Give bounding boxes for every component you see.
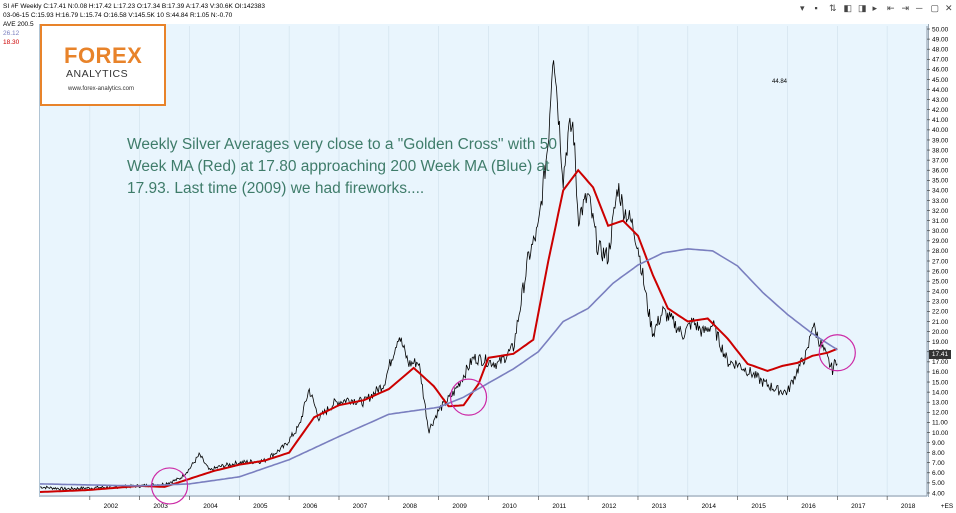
x-tick-label: 2011	[552, 503, 566, 510]
x-tick-label: 2008	[403, 503, 418, 510]
highlight-circle	[818, 334, 856, 372]
y-tick-label: 24.00	[932, 289, 949, 296]
y-tick-label: 26.00	[932, 268, 949, 275]
y-tick-label: 4.00	[932, 490, 945, 497]
x-tick-label: 2016	[801, 503, 816, 510]
x-tick-label: 2004	[203, 503, 218, 510]
y-tick-label: 7.00	[932, 460, 945, 467]
y-tick-label: 43.00	[932, 97, 949, 104]
window-button[interactable]: ▢	[930, 3, 940, 13]
ma50-legend-value: 18.30	[3, 39, 20, 46]
window-button[interactable]: ◧	[843, 3, 853, 13]
y-tick-label: 19.00	[932, 339, 949, 346]
window-button[interactable]: ✕	[945, 3, 953, 13]
logo-sub: ANALYTICS	[66, 68, 129, 80]
x-tick-label: 2006	[303, 503, 318, 510]
x-tick-label: 2002	[104, 503, 119, 510]
y-tick-label: 17.00	[932, 359, 949, 366]
plot-area[interactable]	[39, 24, 929, 497]
window-button[interactable]: ▸	[872, 3, 878, 13]
y-tick-label: 31.00	[932, 218, 949, 225]
y-tick-label: 25.00	[932, 278, 949, 285]
y-tick-label: 38.00	[932, 147, 949, 154]
y-tick-label: 14.00	[932, 389, 949, 396]
y-tick-label: 36.00	[932, 168, 949, 175]
y-tick-label: 45.00	[932, 77, 949, 84]
x-tick-label: 2014	[702, 503, 717, 510]
y-tick-label: 37.00	[932, 157, 949, 164]
y-tick-label: 16.00	[932, 369, 949, 376]
y-tick-label: 21.00	[932, 319, 949, 326]
window-button[interactable]: ─	[916, 3, 923, 13]
x-tick-label: 2013	[652, 503, 667, 510]
y-tick-label: 50.00	[932, 26, 949, 33]
window-button[interactable]: ◨	[858, 3, 867, 13]
y-tick-label: 8.00	[932, 450, 945, 457]
y-tick-label: 46.00	[932, 67, 949, 74]
price-series-line	[39, 60, 838, 491]
x-tick-label: 2010	[502, 503, 517, 510]
ma200-series-line	[40, 248, 838, 487]
chart-header-line-2: 03-06-15 C:15.93 H:16.79 L:15.74 O:16.58…	[3, 12, 233, 19]
window-button[interactable]: ▾	[800, 3, 805, 13]
y-tick-label: 22.00	[932, 309, 949, 316]
chart-header-line-3: AVE 200.5	[3, 21, 34, 28]
y-tick-label: 33.00	[932, 198, 949, 205]
window-button[interactable]: ⇥	[901, 3, 910, 13]
chart-header-line-1: SI #F Weekly C:17.41 N:0.08 H:17.42 L:17…	[3, 3, 265, 10]
logo-brand: FOREX	[64, 43, 143, 68]
y-tick-label: 48.00	[932, 46, 949, 53]
y-tick-label: 23.00	[932, 299, 949, 306]
y-tick-label: 13.00	[932, 400, 949, 407]
logo-url: www.forex-analytics.com	[68, 86, 135, 92]
highlight-circle	[449, 378, 488, 416]
chart-annotation: Weekly Silver Averages very close to a "…	[127, 136, 557, 197]
window-button[interactable]: ▪	[814, 3, 818, 13]
window-button[interactable]: ⇤	[887, 3, 895, 13]
x-tick-label: 2005	[253, 503, 268, 510]
x-tick-label: 2007	[353, 503, 368, 510]
y-tick-label: 15.00	[932, 379, 949, 386]
y-tick-label: 6.00	[932, 470, 945, 477]
forex-analytics-logo: FOREX ANALYTICS www.forex-analytics.com	[40, 24, 166, 106]
y-tick-label: 32.00	[932, 208, 949, 215]
x-tick-label: 2009	[452, 503, 467, 510]
x-tick-label: 2003	[153, 503, 168, 510]
y-tick-label: 41.00	[932, 117, 949, 124]
y-tick-label: 29.00	[932, 238, 949, 245]
y-tick-label: 27.00	[932, 258, 949, 265]
x-tick-label: 2015	[751, 503, 766, 510]
y-tick-label: 5.00	[932, 480, 945, 487]
y-tick-label: 11.00	[932, 420, 948, 427]
x-tick-label: 2012	[602, 503, 617, 510]
x-extra-label: +ES	[941, 503, 954, 510]
bar-label: 44.84	[772, 79, 788, 85]
ma200-legend-value: 26.12	[3, 30, 20, 37]
y-tick-label: 34.00	[932, 188, 949, 195]
y-tick-label: 49.00	[932, 36, 949, 43]
y-tick-label: 9.00	[932, 440, 945, 447]
y-tick-label: 12.00	[932, 410, 949, 417]
y-tick-label: 47.00	[932, 57, 949, 64]
highlight-circle	[150, 467, 189, 505]
y-tick-label: 10.00	[932, 430, 949, 437]
window-button[interactable]: ⇅	[829, 3, 837, 13]
y-tick-label: 39.00	[932, 137, 949, 144]
y-tick-label: 28.00	[932, 248, 949, 255]
y-tick-label: 30.00	[932, 228, 949, 235]
last-price-tag: 17.41	[929, 350, 951, 359]
y-tick-label: 42.00	[932, 107, 949, 114]
x-tick-label: 2017	[851, 503, 866, 510]
x-tick-label: 2018	[901, 503, 916, 510]
y-tick-label: 20.00	[932, 329, 949, 336]
y-tick-label: 35.00	[932, 178, 949, 185]
y-tick-label: 44.00	[932, 87, 949, 94]
y-tick-label: 40.00	[932, 127, 949, 134]
